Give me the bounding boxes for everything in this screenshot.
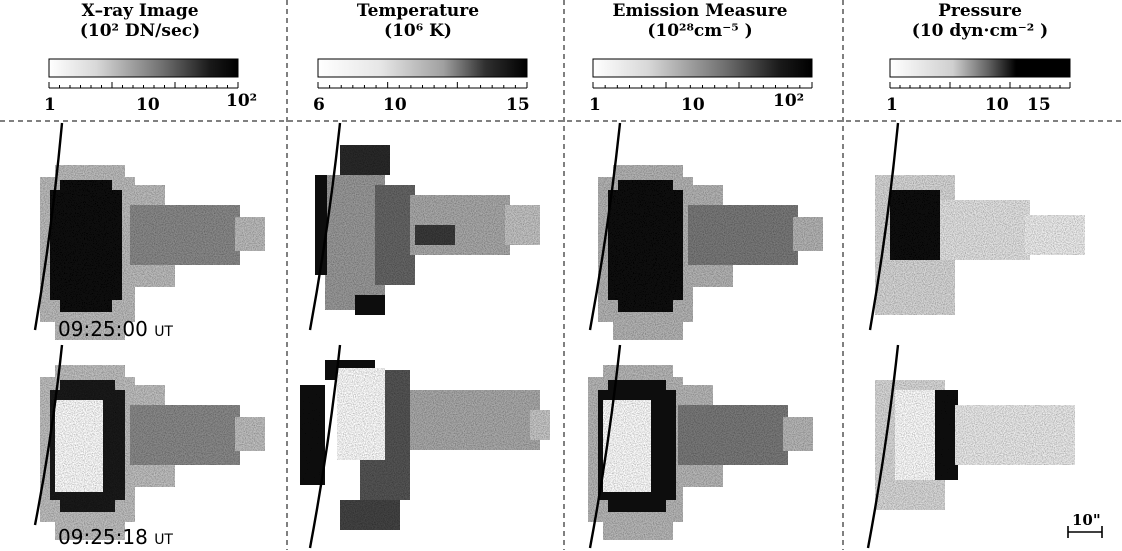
xray-image-top — [40, 165, 265, 340]
temp-tick-6: 6 — [313, 95, 325, 115]
emission-measure-image-bottom — [588, 365, 813, 540]
xray-image-bottom — [40, 365, 265, 540]
temperature-hole-bottom — [337, 368, 385, 460]
limb-line-5 — [588, 122, 622, 331]
pres-tick-1: 1 — [886, 95, 898, 115]
limb-line-8 — [866, 344, 900, 549]
limb-line-6 — [588, 344, 622, 549]
em-tick-1: 1 — [589, 95, 601, 115]
panel-title-emission-measure: Emission Measure — [612, 1, 788, 21]
pres-tick-10: 10 — [985, 95, 1009, 115]
panel-unit-temperature: (10⁶ K) — [384, 21, 452, 41]
emission-measure-image-top — [598, 165, 823, 340]
colorbar-axis-temp — [317, 82, 528, 89]
limb-line-2 — [33, 344, 64, 526]
xray-tick-10: 10 — [136, 95, 160, 115]
limb-line-4 — [308, 344, 342, 549]
temperature-image-top — [315, 145, 540, 315]
scale-bar-label: 10" — [1072, 511, 1101, 529]
scale-bar — [1067, 526, 1103, 538]
colorbar-axis-pres — [889, 82, 1071, 89]
panel-title-pressure: Pressure — [938, 1, 1022, 21]
time-label-top: 09:25:00 UT — [58, 318, 173, 343]
panel-unit-emission-measure: (10²⁸cm⁻⁵ ) — [647, 21, 753, 41]
colorbar-em — [592, 58, 813, 78]
time-label-bottom: 09:25:18 UT — [58, 526, 173, 551]
colorbar-xray — [48, 58, 239, 78]
temperature-image-bottom — [300, 360, 550, 530]
panel-unit-pressure: (10 dyn·cm⁻² ) — [911, 21, 1049, 41]
time-suffix-top: UT — [154, 324, 173, 340]
image-panels — [40, 145, 1085, 540]
time-suffix-bottom: UT — [154, 532, 173, 548]
colorbar-pres — [889, 58, 1071, 78]
pressure-image-bottom — [875, 380, 1075, 510]
temp-tick-15: 15 — [506, 95, 530, 115]
limb-line-1 — [33, 122, 64, 331]
em-tick-100: 10² — [773, 91, 805, 111]
panel-title-xray: X–ray Image — [81, 1, 199, 21]
xray-tick-100: 10² — [226, 91, 258, 111]
limb-line-3 — [308, 122, 342, 331]
colorbar-axis-em — [592, 82, 813, 89]
em-tick-10: 10 — [681, 95, 705, 115]
solar-limb-lines — [33, 122, 900, 549]
xray-tick-1: 1 — [44, 95, 56, 115]
time-value-bottom: 09:25:18 — [58, 525, 148, 549]
panel-unit-xray: (10² DN/sec) — [79, 21, 201, 41]
pres-tick-15: 15 — [1027, 95, 1051, 115]
colorbars — [48, 58, 1071, 89]
pressure-image-top — [875, 175, 1085, 315]
panel-title-temperature: Temperature — [356, 1, 480, 21]
temp-tick-10: 10 — [383, 95, 407, 115]
limb-line-7 — [868, 122, 900, 331]
colorbar-temp — [317, 58, 528, 78]
time-value-top: 09:25:00 — [58, 317, 148, 341]
colorbar-axis-xray — [48, 82, 239, 89]
